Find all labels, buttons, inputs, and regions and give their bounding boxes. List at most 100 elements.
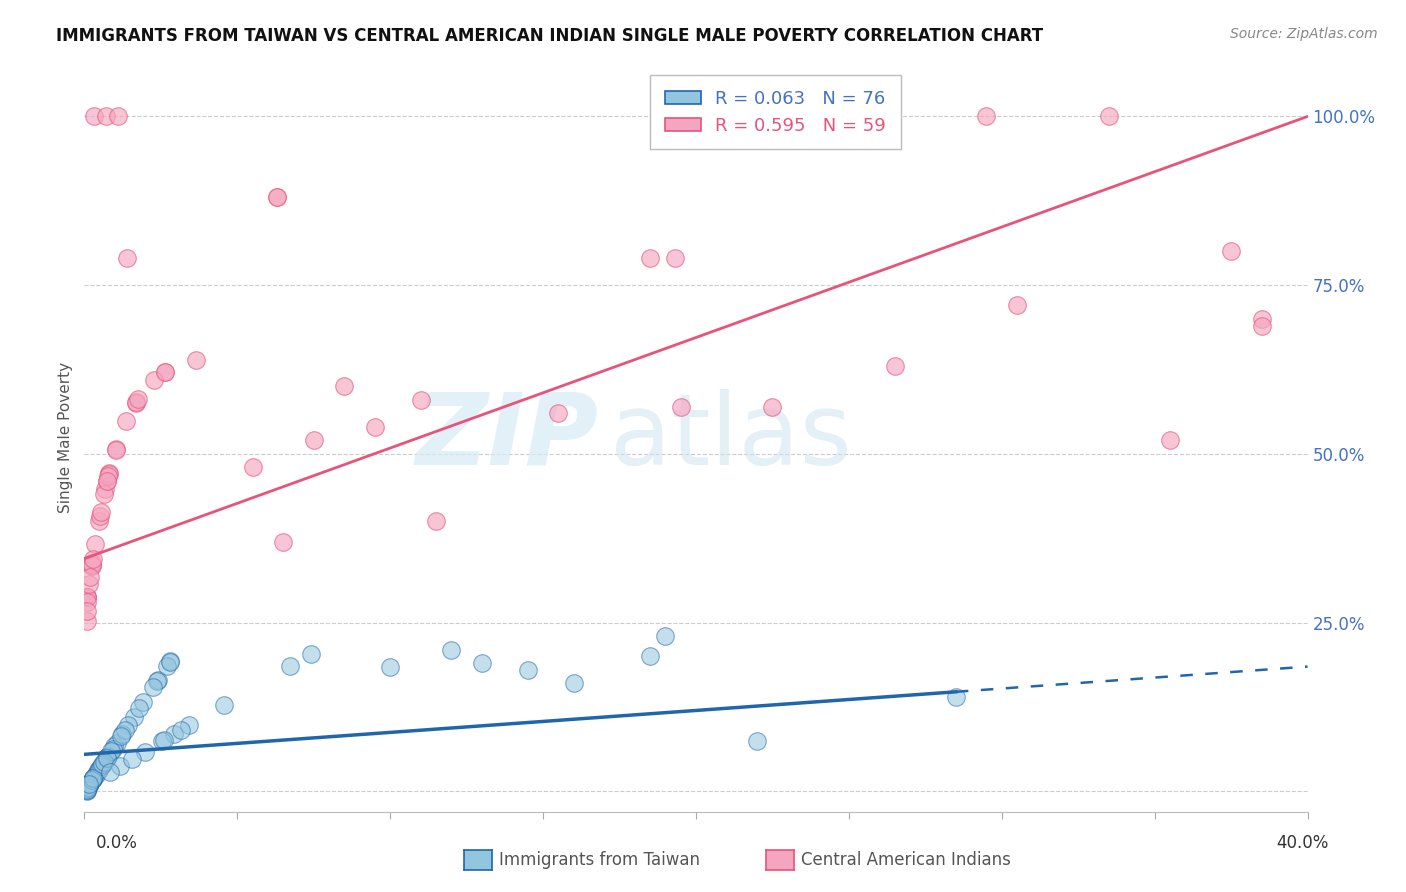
Text: ZIP: ZIP [415, 389, 598, 485]
Point [82, 772, 104, 786]
Text: IMMIGRANTS FROM TAIWAN VS CENTRAL AMERICAN INDIAN SINGLE MALE POVERTY CORRELATIO: IMMIGRANTS FROM TAIWAN VS CENTRAL AMERIC… [56, 27, 1043, 45]
Point [94, 483, 117, 497]
Point [153, 365, 176, 379]
Point [79, 777, 101, 791]
Text: Central American Indians: Central American Indians [801, 851, 1011, 869]
Point [76, 781, 98, 796]
Point [110, 729, 132, 743]
Point [278, 659, 301, 673]
Point [638, 251, 661, 265]
Point [80, 773, 103, 788]
Point [80, 558, 103, 573]
Point [883, 359, 905, 374]
Point [142, 681, 165, 695]
Point [96, 474, 118, 488]
Point [82, 771, 104, 785]
Point [82, 552, 104, 566]
Point [94, 110, 117, 124]
Point [82, 772, 104, 786]
Point [77, 778, 100, 792]
Point [76, 604, 98, 618]
Point [127, 392, 149, 406]
Point [1250, 312, 1272, 326]
Point [380, 659, 402, 673]
Text: atlas: atlas [610, 389, 852, 485]
Point [425, 515, 447, 529]
Point [96, 474, 118, 488]
Point [76, 591, 98, 605]
Point [115, 414, 138, 428]
Point [761, 400, 783, 414]
Point [409, 392, 432, 407]
Point [96, 749, 118, 764]
Point [562, 676, 585, 690]
Point [664, 251, 686, 265]
Point [976, 110, 998, 124]
Point [471, 657, 494, 671]
Point [96, 749, 118, 764]
Point [77, 577, 100, 591]
Point [89, 508, 111, 523]
Point [333, 379, 356, 393]
Point [1250, 318, 1272, 333]
Point [547, 407, 569, 421]
Point [1220, 244, 1243, 259]
Point [242, 460, 264, 475]
Point [146, 674, 169, 689]
Point [91, 757, 114, 772]
Point [79, 775, 101, 789]
Point [76, 595, 98, 609]
Point [101, 741, 124, 756]
Point [143, 373, 166, 387]
Point [80, 556, 103, 570]
Point [84, 767, 107, 781]
Text: 40.0%: 40.0% [1277, 834, 1329, 852]
Point [299, 647, 322, 661]
Point [125, 396, 148, 410]
Point [146, 673, 169, 687]
Point [90, 504, 112, 518]
Text: 0.0%: 0.0% [96, 834, 138, 852]
Point [77, 777, 100, 791]
Point [93, 487, 115, 501]
Point [96, 750, 118, 764]
Point [132, 695, 155, 709]
Point [1098, 110, 1121, 124]
Point [1005, 298, 1028, 312]
Point [440, 642, 463, 657]
Point [97, 469, 120, 483]
Point [98, 466, 121, 480]
Point [77, 779, 100, 793]
Point [121, 752, 143, 766]
Point [79, 777, 101, 791]
Point [90, 759, 112, 773]
Point [271, 534, 294, 549]
Point [170, 723, 193, 737]
Point [516, 663, 538, 677]
Point [82, 771, 104, 785]
Text: Immigrants from Taiwan: Immigrants from Taiwan [499, 851, 700, 869]
Point [96, 750, 118, 764]
Point [111, 727, 134, 741]
Point [77, 778, 100, 792]
Point [177, 718, 200, 732]
Point [91, 757, 114, 772]
Point [114, 723, 136, 738]
Point [156, 659, 179, 673]
Point [79, 570, 101, 584]
Point [638, 649, 661, 664]
Point [159, 654, 181, 668]
Point [82, 771, 104, 785]
Point [747, 734, 769, 748]
Point [364, 420, 387, 434]
Point [100, 744, 122, 758]
Point [104, 442, 127, 457]
Point [302, 434, 325, 448]
Point [79, 776, 101, 790]
Point [184, 352, 207, 367]
Point [150, 734, 173, 748]
Point [87, 763, 110, 777]
Point [163, 727, 186, 741]
Legend: R = 0.063   N = 76, R = 0.595   N = 59: R = 0.063 N = 76, R = 0.595 N = 59 [651, 75, 901, 149]
Point [155, 365, 177, 379]
